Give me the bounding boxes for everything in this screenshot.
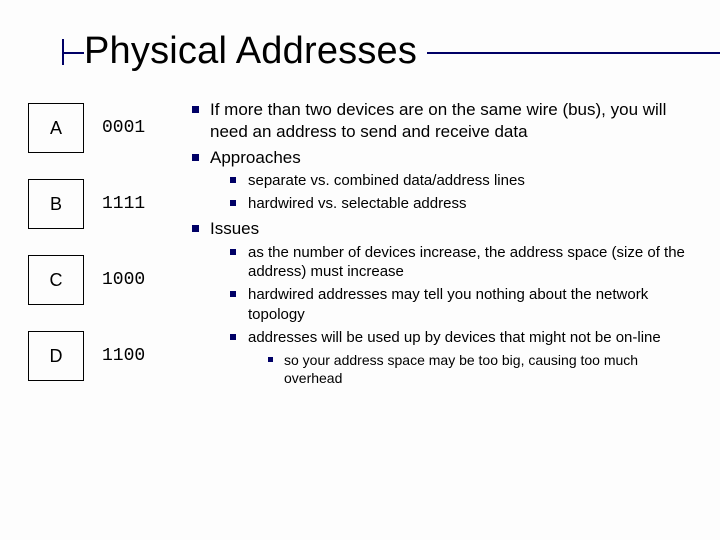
device-row: A 0001	[28, 103, 178, 153]
device-row: C 1000	[28, 255, 178, 305]
bullet-item: Approaches separate vs. combined data/ad…	[190, 147, 688, 214]
bullet-text: Approaches	[210, 148, 301, 167]
device-address: 1000	[102, 270, 145, 290]
bullet-text: addresses will be used up by devices tha…	[248, 329, 661, 346]
bullet-list-lvl1: If more than two devices are on the same…	[190, 99, 688, 388]
bullet-item: addresses will be used up by devices tha…	[228, 328, 688, 388]
device-label: A	[28, 103, 84, 153]
bullet-item: separate vs. combined data/address lines	[228, 171, 688, 191]
device-label: C	[28, 255, 84, 305]
device-label: B	[28, 179, 84, 229]
bullet-item: hardwired addresses may tell you nothing…	[228, 285, 688, 325]
device-address: 1100	[102, 346, 145, 366]
device-label: D	[28, 331, 84, 381]
slide: Physical Addresses A 0001 B 1111 C 1000 …	[0, 0, 720, 540]
bullet-content: If more than two devices are on the same…	[190, 99, 692, 392]
title-tick	[62, 39, 64, 65]
bullet-item: If more than two devices are on the same…	[190, 99, 688, 143]
title-block: Physical Addresses	[84, 30, 692, 73]
bullet-item: hardwired vs. selectable address	[228, 194, 688, 214]
device-list: A 0001 B 1111 C 1000 D 1100	[28, 99, 178, 392]
device-row: B 1111	[28, 179, 178, 229]
bullet-list-lvl3: so your address space may be too big, ca…	[248, 351, 688, 388]
device-address: 1111	[102, 194, 145, 214]
bullet-list-lvl2: as the number of devices increase, the a…	[210, 243, 688, 388]
bullet-item: Issues as the number of devices increase…	[190, 218, 688, 388]
slide-title: Physical Addresses	[84, 30, 427, 73]
device-row: D 1100	[28, 331, 178, 381]
bullet-text: Issues	[210, 219, 259, 238]
device-address: 0001	[102, 118, 145, 138]
bullet-list-lvl2: separate vs. combined data/address lines…	[210, 171, 688, 214]
bullet-item: as the number of devices increase, the a…	[228, 243, 688, 283]
slide-body: A 0001 B 1111 C 1000 D 1100 If more than…	[28, 99, 692, 392]
bullet-item: so your address space may be too big, ca…	[266, 351, 688, 388]
